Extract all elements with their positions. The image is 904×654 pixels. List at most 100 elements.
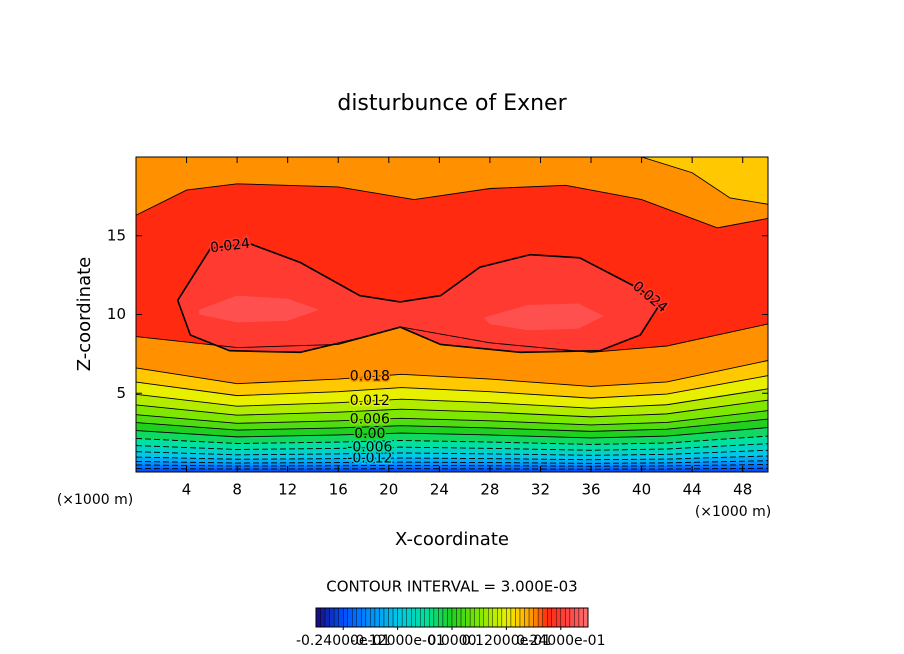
- contour-line: [136, 399, 768, 418]
- x-tick-label: 40: [632, 481, 651, 499]
- colorbar-cell: [383, 607, 389, 628]
- colorbar-cell: [397, 607, 403, 628]
- colorbar-cell: [515, 607, 521, 628]
- x-tick-label: 20: [379, 481, 398, 499]
- colorbar-cell: [333, 607, 339, 628]
- contour-label: 0.012: [350, 393, 390, 409]
- y-tick-label: 10: [107, 305, 126, 323]
- contour-line: [136, 360, 768, 387]
- colorbar-cell: [474, 607, 480, 628]
- y-tick-label: 15: [107, 226, 126, 244]
- colorbar-cell: [533, 607, 539, 628]
- contour-label: 0.00: [354, 426, 385, 442]
- contour-line: [136, 183, 768, 229]
- colorbar-cell: [547, 607, 552, 628]
- y-unit-label: (×1000 m): [57, 492, 133, 508]
- colorbar-cell: [352, 607, 357, 628]
- colorbar-cell: [442, 607, 448, 628]
- x-tick-label: 4: [182, 481, 192, 499]
- x-tick-label: 12: [278, 481, 297, 499]
- colorbar-cell: [392, 607, 398, 628]
- colorbar-cell: [565, 607, 571, 628]
- contour-line: [136, 467, 768, 470]
- colorbar-cell: [492, 607, 498, 628]
- colorbar-cell: [551, 607, 557, 628]
- x-tick-label: 48: [733, 481, 752, 499]
- contour-line: [136, 323, 768, 353]
- colorbar-tick-label: 0.24000e-01: [516, 633, 605, 649]
- x-tick-label: 24: [430, 481, 449, 499]
- x-tick-label: 16: [329, 481, 348, 499]
- contour-line: [136, 460, 768, 464]
- colorbar-tick-label: -0.24000e-01: [296, 633, 390, 649]
- contour-label: -0.006: [347, 440, 392, 456]
- colorbar-cell: [401, 607, 407, 628]
- x-tick-label: 8: [232, 481, 242, 499]
- contour-line: [136, 449, 768, 456]
- colorbar-cell: [524, 607, 530, 628]
- x-tick-label: 36: [581, 481, 600, 499]
- colorbar-cell: [542, 607, 548, 628]
- colorbar-tick-label: -0.12000e-01: [350, 633, 444, 649]
- contour-line: [136, 410, 768, 426]
- colorbar-cell: [451, 607, 457, 628]
- colorbar-tick-label: 0.0000: [428, 633, 477, 649]
- colorbar-cell: [406, 607, 412, 628]
- contour-label: 0.006: [350, 412, 390, 428]
- colorbar-cell: [343, 607, 348, 628]
- contour-label: 0.024: [209, 236, 251, 257]
- colorbar-cell: [365, 607, 371, 628]
- colorbar-cell: [438, 607, 444, 628]
- chart-title: disturbunce of Exner: [337, 91, 567, 116]
- colorbar-cell: [315, 607, 321, 628]
- contour-line: [136, 435, 768, 445]
- colorbar-cell: [370, 607, 376, 628]
- colorbar-cell: [429, 607, 435, 628]
- x-tick-label: 44: [683, 481, 702, 499]
- colorbar-cell: [374, 607, 380, 628]
- x-tick-label: 32: [531, 481, 550, 499]
- colorbar-cell: [338, 607, 344, 628]
- contour-line: [136, 418, 768, 432]
- colorbar-cell: [537, 607, 543, 628]
- colorbar-cell: [388, 607, 394, 628]
- colorbar-cell: [497, 607, 503, 628]
- x-tick-label: 28: [480, 481, 499, 499]
- contour-interval: CONTOUR INTERVAL = 3.000E-03: [326, 578, 577, 596]
- colorbar-cell: [320, 607, 326, 628]
- colorbar-cell: [578, 607, 584, 628]
- y-tick-label: 5: [116, 384, 126, 402]
- contour-fill: [199, 295, 320, 323]
- contour-line: [136, 443, 768, 451]
- colorbar-cell: [556, 607, 561, 628]
- colorbar-cell: [433, 607, 439, 628]
- colorbar-cell: [424, 607, 430, 628]
- colorbar-tick-label: 0.12000e-01: [462, 633, 551, 649]
- colorbar-cell: [415, 607, 421, 628]
- colorbar-cell: [411, 607, 416, 628]
- colorbar-cell: [510, 607, 516, 628]
- colorbar-cell: [420, 607, 425, 628]
- contour-line: [136, 388, 768, 409]
- colorbar-cell: [528, 607, 534, 628]
- colorbar-cell: [483, 607, 489, 628]
- colorbar-cell: [329, 607, 335, 628]
- colorbar-cell: [479, 607, 484, 628]
- contour-line: [136, 427, 768, 439]
- y-axis-label: Z-coordinate: [74, 257, 95, 372]
- colorbar-cell: [519, 607, 525, 628]
- contour-label: -0.012: [347, 450, 392, 466]
- colorbar-cell: [583, 607, 589, 628]
- contour-line: [641, 157, 768, 205]
- contour-fill: [483, 303, 604, 331]
- contour-line: [176, 242, 661, 354]
- colorbar-cell: [506, 607, 512, 628]
- colorbar-cell: [347, 607, 353, 628]
- colorbar-cell: [560, 607, 566, 628]
- contour-label: 0.018: [350, 369, 390, 385]
- colorbar-cell: [469, 607, 475, 628]
- colorbar-cell: [447, 607, 453, 628]
- colorbar-cell: [574, 607, 580, 628]
